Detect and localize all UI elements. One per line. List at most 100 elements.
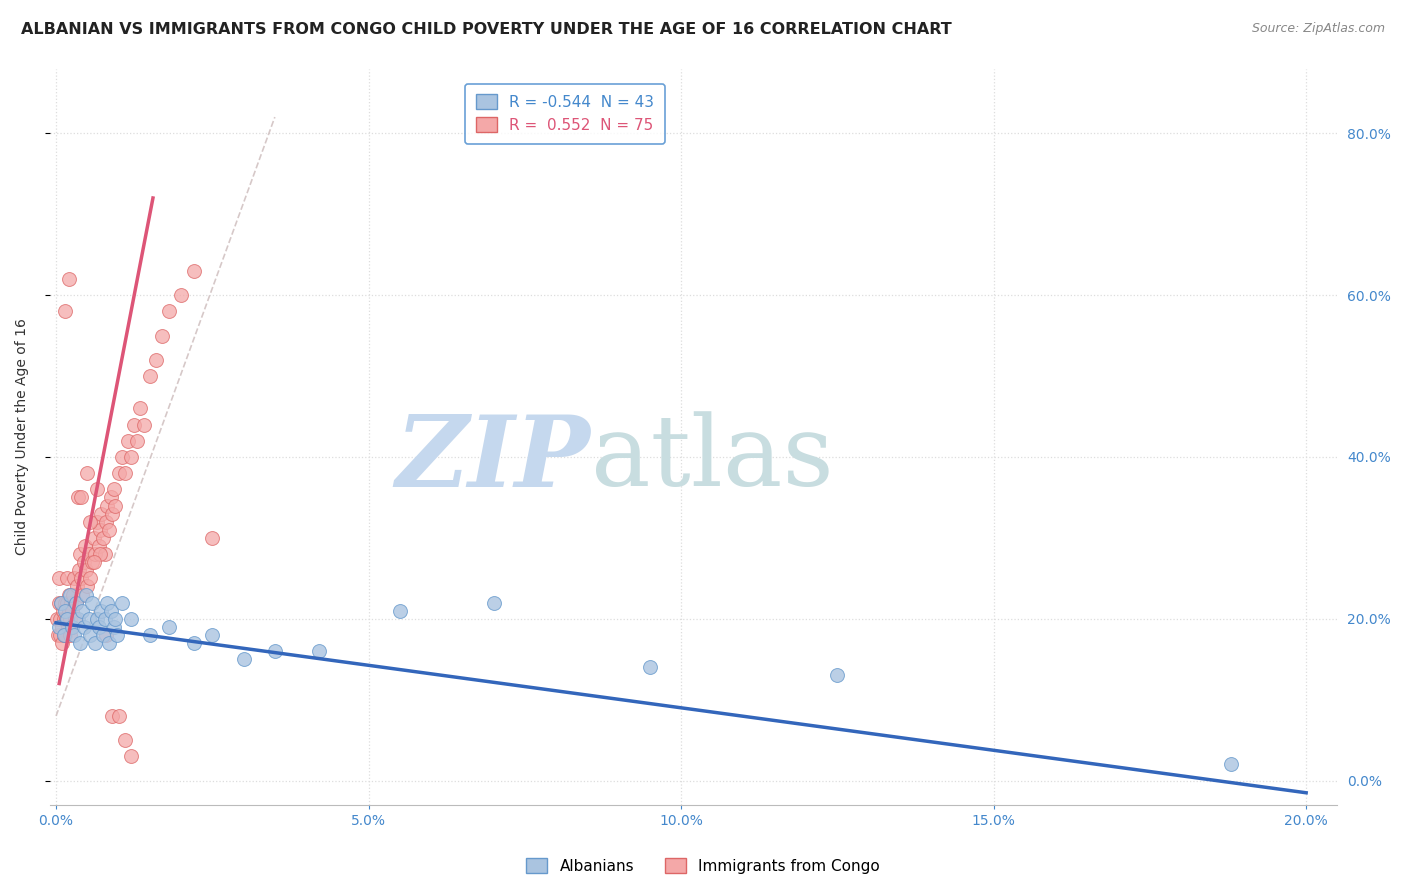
Point [96,596,118,610]
Point [103,620,125,634]
Point [105,628,128,642]
Point [86,612,108,626]
Text: atlas: atlas [591,411,834,507]
Point [62,571,84,585]
Point [83,531,105,545]
Point [75,563,97,577]
Point [77,547,100,561]
Point [51,620,73,634]
Point [103,483,125,497]
Point [87,539,110,553]
Point [46,628,69,642]
Point [55,628,77,642]
Point [90,507,112,521]
Point [51,636,73,650]
Point [89,547,111,561]
Point [65,596,87,610]
Point [55,596,77,610]
Point [127,434,149,448]
Point [60,620,83,634]
Point [201,628,224,642]
Point [52,628,75,642]
Legend: Albanians, Immigrants from Congo: Albanians, Immigrants from Congo [520,852,886,880]
Point [69,547,91,561]
Point [48,620,70,634]
Point [117,434,139,448]
Point [89,523,111,537]
Point [49,612,72,626]
Point [107,466,129,480]
Point [55,604,77,618]
Point [86,483,108,497]
Point [83,555,105,569]
Point [62,587,84,601]
Point [76,466,98,480]
Point [139,369,162,384]
Point [55,612,77,626]
Point [86,515,108,529]
Text: ZIP: ZIP [395,410,591,507]
Point [139,628,162,642]
Point [67,563,90,577]
Point [79,571,101,585]
Point [72,587,94,601]
Point [87,620,110,634]
Point [98,636,121,650]
Point [308,644,330,658]
Point [79,515,101,529]
Point [145,352,167,367]
Point [100,604,122,618]
Point [66,491,89,505]
Point [49,628,72,642]
Point [482,596,505,610]
Point [75,587,97,601]
Point [183,264,205,278]
Point [73,620,96,634]
Point [111,596,134,610]
Point [82,555,104,569]
Point [49,596,72,610]
Point [72,555,94,569]
Point [91,531,114,545]
Point [48,596,70,610]
Point [65,596,87,610]
Point [129,401,152,416]
Point [94,628,117,642]
Point [107,709,129,723]
Point [56,620,79,634]
Point [170,288,193,302]
Point [183,636,205,650]
Point [100,491,122,505]
Point [101,507,124,521]
Point [104,499,127,513]
Point [120,749,142,764]
Point [59,587,82,601]
Point [62,628,84,642]
Point [157,304,180,318]
Point [104,612,127,626]
Point [96,499,118,513]
Point [66,579,89,593]
Point [82,596,104,610]
Point [70,571,93,585]
Point [58,587,80,601]
Point [111,450,134,464]
Point [94,515,117,529]
Point [83,547,105,561]
Point [91,628,114,642]
Point [66,612,89,626]
Point [638,660,661,674]
Point [94,547,117,561]
Point [46,612,69,626]
Point [201,531,224,545]
Point [101,709,124,723]
Point [79,628,101,642]
Point [73,539,96,553]
Point [90,604,112,618]
Point [70,491,93,505]
Point [94,612,117,626]
Point [52,604,75,618]
Point [150,328,173,343]
Point [49,596,72,610]
Point [59,628,82,642]
